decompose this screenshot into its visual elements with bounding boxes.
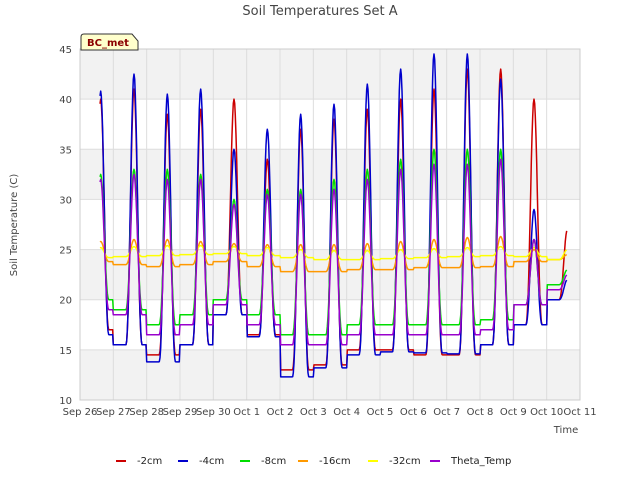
x-tick-label: Oct 4 bbox=[333, 407, 360, 418]
y-tick-label: 20 bbox=[59, 296, 72, 307]
x-tick-label: Oct 11 bbox=[563, 407, 596, 418]
series-lines bbox=[99, 53, 568, 378]
legend-label: -2cm bbox=[137, 456, 162, 467]
x-tick-label: Sep 30 bbox=[196, 407, 231, 418]
legend-label: Theta_Temp bbox=[450, 456, 511, 467]
plot-frame bbox=[79, 48, 581, 401]
series-line bbox=[99, 244, 568, 261]
x-tick-label: Sep 28 bbox=[129, 407, 164, 418]
chart-title: Soil Temperatures Set A bbox=[242, 4, 397, 19]
x-tick-label: Oct 10 bbox=[530, 407, 563, 418]
x-tick-label: Sep 26 bbox=[63, 407, 98, 418]
site-badge-shape bbox=[80, 33, 139, 51]
x-tick-label: Oct 8 bbox=[467, 407, 494, 418]
x-tick-label: Oct 6 bbox=[400, 407, 427, 418]
y-tick-label: 40 bbox=[59, 95, 72, 106]
x-tick-label: Sep 29 bbox=[163, 407, 198, 418]
site-badge-label: BC_met bbox=[87, 38, 129, 49]
x-tick-label: Oct 7 bbox=[433, 407, 460, 418]
x-tick-label: Oct 5 bbox=[367, 407, 394, 418]
y-tick-label: 10 bbox=[59, 396, 72, 407]
x-axis-label: Time bbox=[553, 425, 578, 436]
series-line bbox=[99, 148, 568, 336]
series-line bbox=[99, 158, 568, 346]
y-tick-label: 30 bbox=[59, 195, 72, 206]
site-badge: BC_met bbox=[80, 33, 139, 51]
y-tick-label: 25 bbox=[59, 246, 72, 257]
series-line bbox=[99, 235, 567, 273]
legend-label: -32cm bbox=[389, 456, 421, 467]
y-axis-label: Soil Temperature (C) bbox=[9, 174, 20, 277]
y-tick-label: 35 bbox=[59, 145, 72, 156]
legend-label: -8cm bbox=[261, 456, 286, 467]
x-tick-label: Oct 2 bbox=[267, 407, 294, 418]
legend: -2cm -4cm -8cm -16cm -32cm Theta_Temp bbox=[116, 456, 511, 467]
y-tick-label: 45 bbox=[59, 45, 72, 56]
y-tick-label: 15 bbox=[59, 346, 72, 357]
x-tick-label: Oct 1 bbox=[233, 407, 260, 418]
plot-band bbox=[80, 349, 580, 400]
x-tick-label: Oct 9 bbox=[500, 407, 527, 418]
y-axis-ticks: 10 15 20 25 30 35 40 45 bbox=[59, 45, 72, 407]
plot-band bbox=[80, 49, 580, 100]
legend-label: -16cm bbox=[319, 456, 351, 467]
legend-label: -4cm bbox=[199, 456, 224, 467]
series-line bbox=[99, 53, 568, 378]
x-tick-label: Oct 3 bbox=[300, 407, 327, 418]
plot-band bbox=[80, 149, 580, 200]
x-tick-label: Sep 27 bbox=[96, 407, 131, 418]
